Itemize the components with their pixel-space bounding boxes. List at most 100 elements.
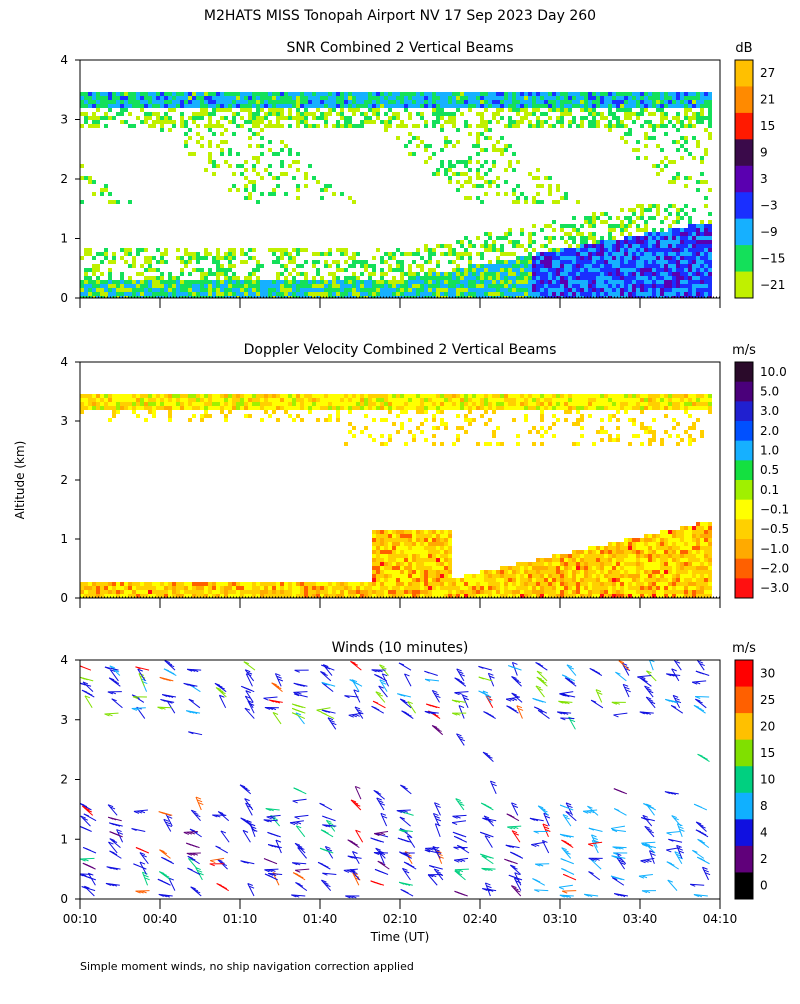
heatmap-cell <box>424 100 428 104</box>
heatmap-cell <box>644 236 648 240</box>
heatmap-cell <box>480 256 484 260</box>
heatmap-cell <box>264 402 268 406</box>
heatmap-cell <box>100 406 104 410</box>
heatmap-cell <box>696 96 700 100</box>
heatmap-cell <box>612 276 616 280</box>
heatmap-cell <box>440 124 444 128</box>
heatmap-cell <box>268 120 272 124</box>
heatmap-cell <box>700 292 704 296</box>
heatmap-cell <box>148 96 152 100</box>
heatmap-cell <box>496 288 500 292</box>
heatmap-cell <box>540 104 544 108</box>
heatmap-cell <box>304 398 308 402</box>
heatmap-cell <box>296 168 300 172</box>
heatmap-cell <box>376 92 380 96</box>
heatmap-cell <box>132 256 136 260</box>
heatmap-cell <box>604 116 608 120</box>
heatmap-cell <box>380 92 384 96</box>
heatmap-cell <box>292 292 296 296</box>
heatmap-cell <box>444 566 448 570</box>
heatmap-cell <box>496 192 500 196</box>
heatmap-cell <box>316 180 320 184</box>
heatmap-cell <box>620 120 624 124</box>
heatmap-cell <box>428 402 432 406</box>
heatmap-cell <box>244 260 248 264</box>
heatmap-cell <box>152 112 156 116</box>
heatmap-cell <box>448 534 452 538</box>
heatmap-cell <box>128 292 132 296</box>
heatmap-cell <box>188 418 192 422</box>
heatmap-cell <box>244 160 248 164</box>
heatmap-cell <box>572 96 576 100</box>
heatmap-cell <box>180 272 184 276</box>
heatmap-cell <box>564 100 568 104</box>
heatmap-cell <box>524 92 528 96</box>
heatmap-cell <box>156 582 160 586</box>
heatmap-cell <box>644 288 648 292</box>
heatmap-cell <box>396 112 400 116</box>
heatmap-cell <box>524 292 528 296</box>
heatmap-cell <box>372 586 376 590</box>
heatmap-cell <box>424 554 428 558</box>
heatmap-cell <box>556 252 560 256</box>
heatmap-cell <box>652 92 656 96</box>
heatmap-cell <box>500 92 504 96</box>
heatmap-cell <box>268 192 272 196</box>
heatmap-cell <box>416 112 420 116</box>
heatmap-cell <box>400 534 404 538</box>
heatmap-cell <box>376 394 380 398</box>
heatmap-cell <box>328 402 332 406</box>
heatmap-cell <box>484 160 488 164</box>
heatmap-cell <box>348 196 352 200</box>
heatmap-cell <box>480 264 484 268</box>
heatmap-cell <box>644 208 648 212</box>
heatmap-cell <box>396 116 400 120</box>
heatmap-cell <box>640 100 644 104</box>
heatmap-cell <box>84 104 88 108</box>
heatmap-cell <box>480 100 484 104</box>
heatmap-cell <box>284 192 288 196</box>
heatmap-cell <box>156 276 160 280</box>
heatmap-cell <box>472 184 476 188</box>
heatmap-cell <box>528 406 532 410</box>
heatmap-cell <box>408 112 412 116</box>
heatmap-cell <box>460 406 464 410</box>
heatmap-cell <box>572 288 576 292</box>
heatmap-cell <box>448 176 452 180</box>
heatmap-cell <box>568 562 572 566</box>
heatmap-cell <box>152 284 156 288</box>
heatmap-cell <box>228 284 232 288</box>
heatmap-cell <box>268 414 272 418</box>
heatmap-cell <box>524 398 528 402</box>
heatmap-cell <box>136 414 140 418</box>
heatmap-cell <box>248 136 252 140</box>
heatmap-cell <box>228 164 232 168</box>
heatmap-cell <box>148 104 152 108</box>
colorbar-swatch <box>735 60 753 87</box>
heatmap-cell <box>464 164 468 168</box>
heatmap-cell <box>144 104 148 108</box>
heatmap-cell <box>384 530 388 534</box>
heatmap-cell <box>700 100 704 104</box>
heatmap-cell <box>416 136 420 140</box>
heatmap-cell <box>348 288 352 292</box>
heatmap-cell <box>384 280 388 284</box>
heatmap-cell <box>632 220 636 224</box>
heatmap-cell <box>164 398 168 402</box>
heatmap-cell <box>268 406 272 410</box>
heatmap-cell <box>660 112 664 116</box>
heatmap-cell <box>80 96 84 100</box>
heatmap-cell <box>192 100 196 104</box>
heatmap-cell <box>556 402 560 406</box>
heatmap-cell <box>428 534 432 538</box>
heatmap-cell <box>536 406 540 410</box>
heatmap-cell <box>652 164 656 168</box>
heatmap-cell <box>324 92 328 96</box>
heatmap-cell <box>696 236 700 240</box>
heatmap-cell <box>532 96 536 100</box>
heatmap-cell <box>536 120 540 124</box>
heatmap-cell <box>352 590 356 594</box>
heatmap-cell <box>608 216 612 220</box>
heatmap-cell <box>616 92 620 96</box>
heatmap-cell <box>280 104 284 108</box>
